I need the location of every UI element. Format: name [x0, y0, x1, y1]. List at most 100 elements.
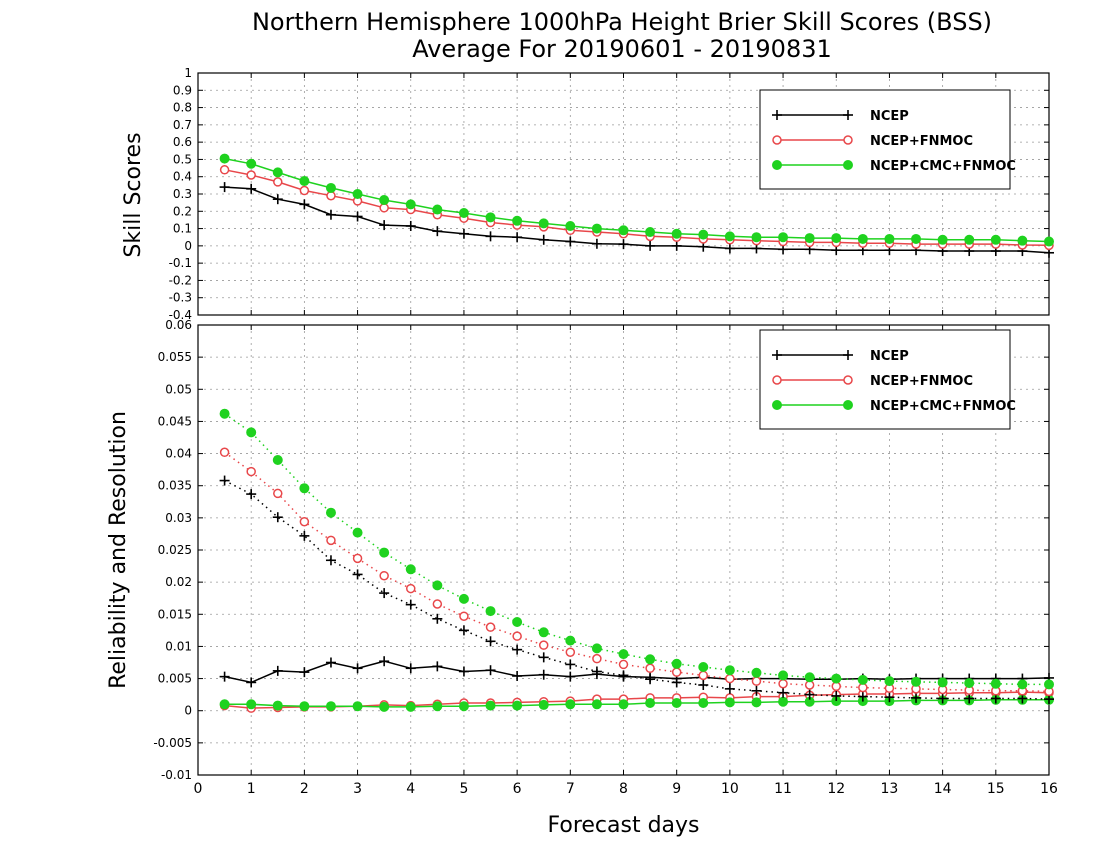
data-point [990, 678, 1001, 689]
y-tick-label: 0.02 [165, 575, 192, 589]
series-line [224, 413, 1049, 686]
chart-title-line1: Northern Hemisphere 1000hPa Height Brier… [252, 8, 992, 36]
data-point [645, 698, 656, 708]
y-tick-label: 0.03 [165, 511, 192, 525]
x-tick-label: 4 [406, 781, 415, 797]
data-point [406, 583, 416, 594]
x-tick-label: 15 [987, 781, 1005, 797]
y-tick-label: 0.7 [173, 118, 192, 132]
data-point [937, 677, 948, 688]
series-line [224, 660, 1050, 684]
data-point [379, 195, 390, 206]
data-point [325, 701, 336, 712]
data-point [485, 606, 496, 617]
legend-marker [843, 375, 853, 385]
y-tick-label: -0.2 [169, 273, 192, 287]
data-point [219, 165, 230, 175]
data-point [299, 701, 310, 712]
data-point [272, 167, 283, 178]
data-point [432, 599, 443, 609]
series-line [224, 186, 1050, 254]
data-point [379, 570, 389, 581]
data-point [1044, 679, 1054, 690]
y-tick-label: 0.1 [173, 222, 192, 236]
y-tick-label: 0.055 [158, 350, 192, 364]
data-point [751, 676, 762, 686]
data-point [671, 658, 682, 669]
y-tick-label: -0.3 [169, 291, 192, 305]
legend-label: NCEP [870, 349, 909, 364]
data-point [725, 673, 735, 684]
data-point [512, 215, 523, 226]
data-point [724, 665, 735, 676]
data-point [219, 153, 230, 164]
data-point [432, 701, 443, 712]
series-ncep-fnmoc-dotted [219, 447, 1054, 697]
data-point [538, 699, 549, 710]
x-tick-label: 3 [353, 781, 362, 797]
legend-marker [843, 160, 853, 170]
data-point [751, 232, 762, 243]
data-point [485, 212, 496, 223]
data-point [671, 698, 682, 708]
x-tick-label: 9 [672, 781, 681, 797]
data-point [325, 182, 336, 193]
x-tick-label: 13 [881, 781, 899, 797]
legend-marker [843, 400, 853, 410]
data-point [352, 553, 363, 564]
data-point [698, 662, 709, 672]
y-tick-label: 0.025 [158, 543, 192, 557]
legend: NCEP NCEP+FNMOC NCEP+CMC+FNMOC [759, 329, 1016, 430]
data-point [246, 699, 257, 710]
data-point [618, 659, 629, 670]
data-point [645, 663, 655, 674]
y-tick-label: 0.6 [173, 135, 192, 149]
data-point [246, 170, 256, 180]
data-point [485, 622, 496, 632]
data-point [1044, 236, 1054, 247]
data-point [538, 640, 549, 650]
data-point [671, 228, 682, 239]
data-point [857, 233, 868, 244]
legend-marker [772, 135, 782, 145]
data-point [352, 701, 363, 712]
data-point [273, 177, 283, 187]
legend-marker [772, 400, 782, 410]
y-tick-label: 0.9 [173, 83, 192, 97]
series-ncep-cmc-fnmoc-dotted [219, 408, 1054, 690]
data-point [618, 225, 629, 236]
data-point [458, 593, 469, 604]
y-tick-label: -0.4 [169, 308, 192, 322]
data-point [325, 507, 336, 518]
data-point [299, 176, 310, 187]
data-point [804, 233, 815, 244]
data-point [299, 185, 310, 196]
data-point [299, 516, 310, 527]
y-tick-label: -0.005 [153, 736, 192, 750]
data-point [565, 647, 576, 657]
data-point [751, 667, 762, 678]
data-point [219, 699, 230, 710]
y-tick-label: 0 [184, 704, 192, 718]
y-tick-label: 0.8 [173, 101, 192, 115]
y-tick-label: -0.1 [169, 256, 192, 270]
data-point [778, 670, 789, 681]
data-point [1017, 679, 1028, 690]
data-point [724, 697, 735, 708]
data-point [272, 455, 283, 465]
data-point [458, 208, 469, 219]
y-tick-label: 0 [184, 239, 192, 253]
data-point [352, 527, 363, 538]
x-tick-label: 0 [194, 781, 203, 797]
y-tick-label: 0.05 [165, 382, 192, 396]
data-point [326, 535, 336, 546]
legend-label: NCEP+CMC+FNMOC [870, 399, 1016, 414]
data-point [778, 696, 789, 707]
y-tick-label: 0.4 [173, 170, 192, 184]
data-point [724, 231, 735, 242]
y-tick-label: 0.035 [158, 479, 192, 493]
y-axis-label: Skill Scores [121, 132, 146, 257]
data-point [459, 611, 469, 621]
data-point [804, 672, 815, 683]
data-point [538, 218, 549, 229]
